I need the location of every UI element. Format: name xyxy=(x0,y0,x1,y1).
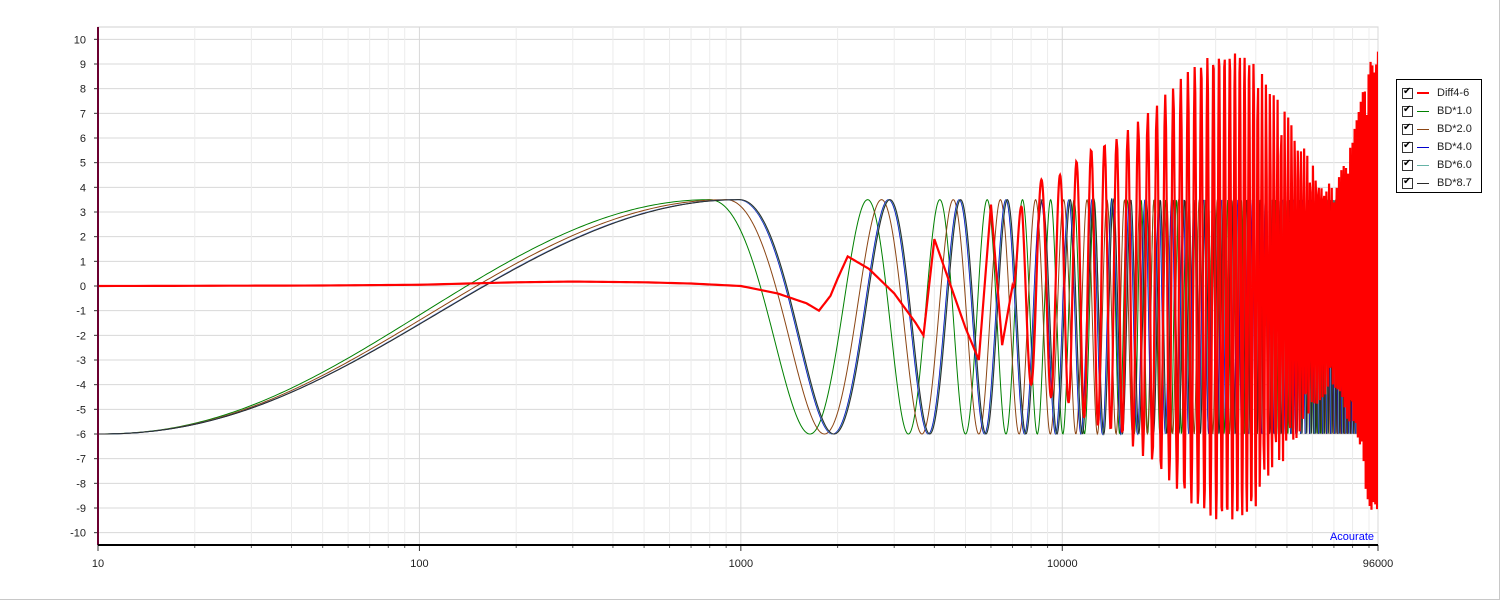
legend-item[interactable]: BD*6.0 xyxy=(1397,156,1481,174)
y-tick-label: 3 xyxy=(80,207,86,219)
y-tick-label: -10 xyxy=(70,528,86,540)
x-tick-label: 10000 xyxy=(1047,558,1078,570)
legend-checkbox[interactable] xyxy=(1402,140,1413,153)
y-tick-label: 0 xyxy=(80,281,86,293)
x-tick-label: 96000 xyxy=(1363,558,1394,570)
x-tick-label: 1000 xyxy=(729,558,753,570)
legend: Diff4-6 BD*1.0 BD*2.0 BD*4.0 BD*6.0 BD*8.7 xyxy=(1396,79,1482,193)
legend-swatch xyxy=(1417,146,1429,148)
y-tick-label: -4 xyxy=(76,380,86,392)
y-tick-label: -9 xyxy=(76,503,86,515)
y-tick-label: -6 xyxy=(76,429,86,441)
y-tick-label: 7 xyxy=(80,108,86,120)
y-tick-label: 2 xyxy=(80,232,86,244)
y-tick-label: -8 xyxy=(76,478,86,490)
y-tick-label: 1 xyxy=(80,256,86,268)
x-tick-label: 10 xyxy=(92,558,104,570)
legend-item[interactable]: Diff4-6 xyxy=(1397,84,1481,102)
legend-item[interactable]: BD*1.0 xyxy=(1397,102,1481,120)
legend-label: BD*6.0 xyxy=(1437,159,1472,171)
legend-item[interactable]: BD*8.7 xyxy=(1397,174,1481,192)
y-tick-label: -1 xyxy=(76,306,86,318)
annotation-acourate: Acourate xyxy=(1330,531,1374,543)
series-layer xyxy=(98,51,1378,520)
legend-checkbox[interactable] xyxy=(1402,176,1413,189)
y-tick-label: 5 xyxy=(80,158,86,170)
y-tick-label: 9 xyxy=(80,59,86,71)
legend-label: BD*8.7 xyxy=(1437,177,1472,189)
legend-checkbox[interactable] xyxy=(1402,86,1413,99)
y-tick-label: -7 xyxy=(76,454,86,466)
legend-swatch xyxy=(1417,128,1429,130)
legend-label: BD*2.0 xyxy=(1437,123,1472,135)
y-tick-label: -2 xyxy=(76,330,86,342)
legend-label: BD*4.0 xyxy=(1437,141,1472,153)
legend-checkbox[interactable] xyxy=(1402,158,1413,171)
legend-item[interactable]: BD*4.0 xyxy=(1397,138,1481,156)
legend-checkbox[interactable] xyxy=(1402,122,1413,135)
legend-swatch xyxy=(1417,92,1429,94)
y-tick-label: 8 xyxy=(80,84,86,96)
series-line-diff4-6 xyxy=(98,51,1378,520)
legend-label: BD*1.0 xyxy=(1437,105,1472,117)
legend-item[interactable]: BD*2.0 xyxy=(1397,120,1481,138)
y-tick-label: 6 xyxy=(80,133,86,145)
legend-swatch xyxy=(1417,164,1429,166)
legend-label: Diff4-6 xyxy=(1437,87,1470,99)
y-tick-label: -3 xyxy=(76,355,86,367)
legend-checkbox[interactable] xyxy=(1402,104,1413,117)
y-tick-label: -5 xyxy=(76,404,86,416)
y-tick-label: 10 xyxy=(74,34,86,46)
y-tick-label: 4 xyxy=(80,182,86,194)
legend-swatch xyxy=(1417,182,1429,184)
x-tick-label: 100 xyxy=(410,558,428,570)
legend-swatch xyxy=(1417,110,1429,112)
